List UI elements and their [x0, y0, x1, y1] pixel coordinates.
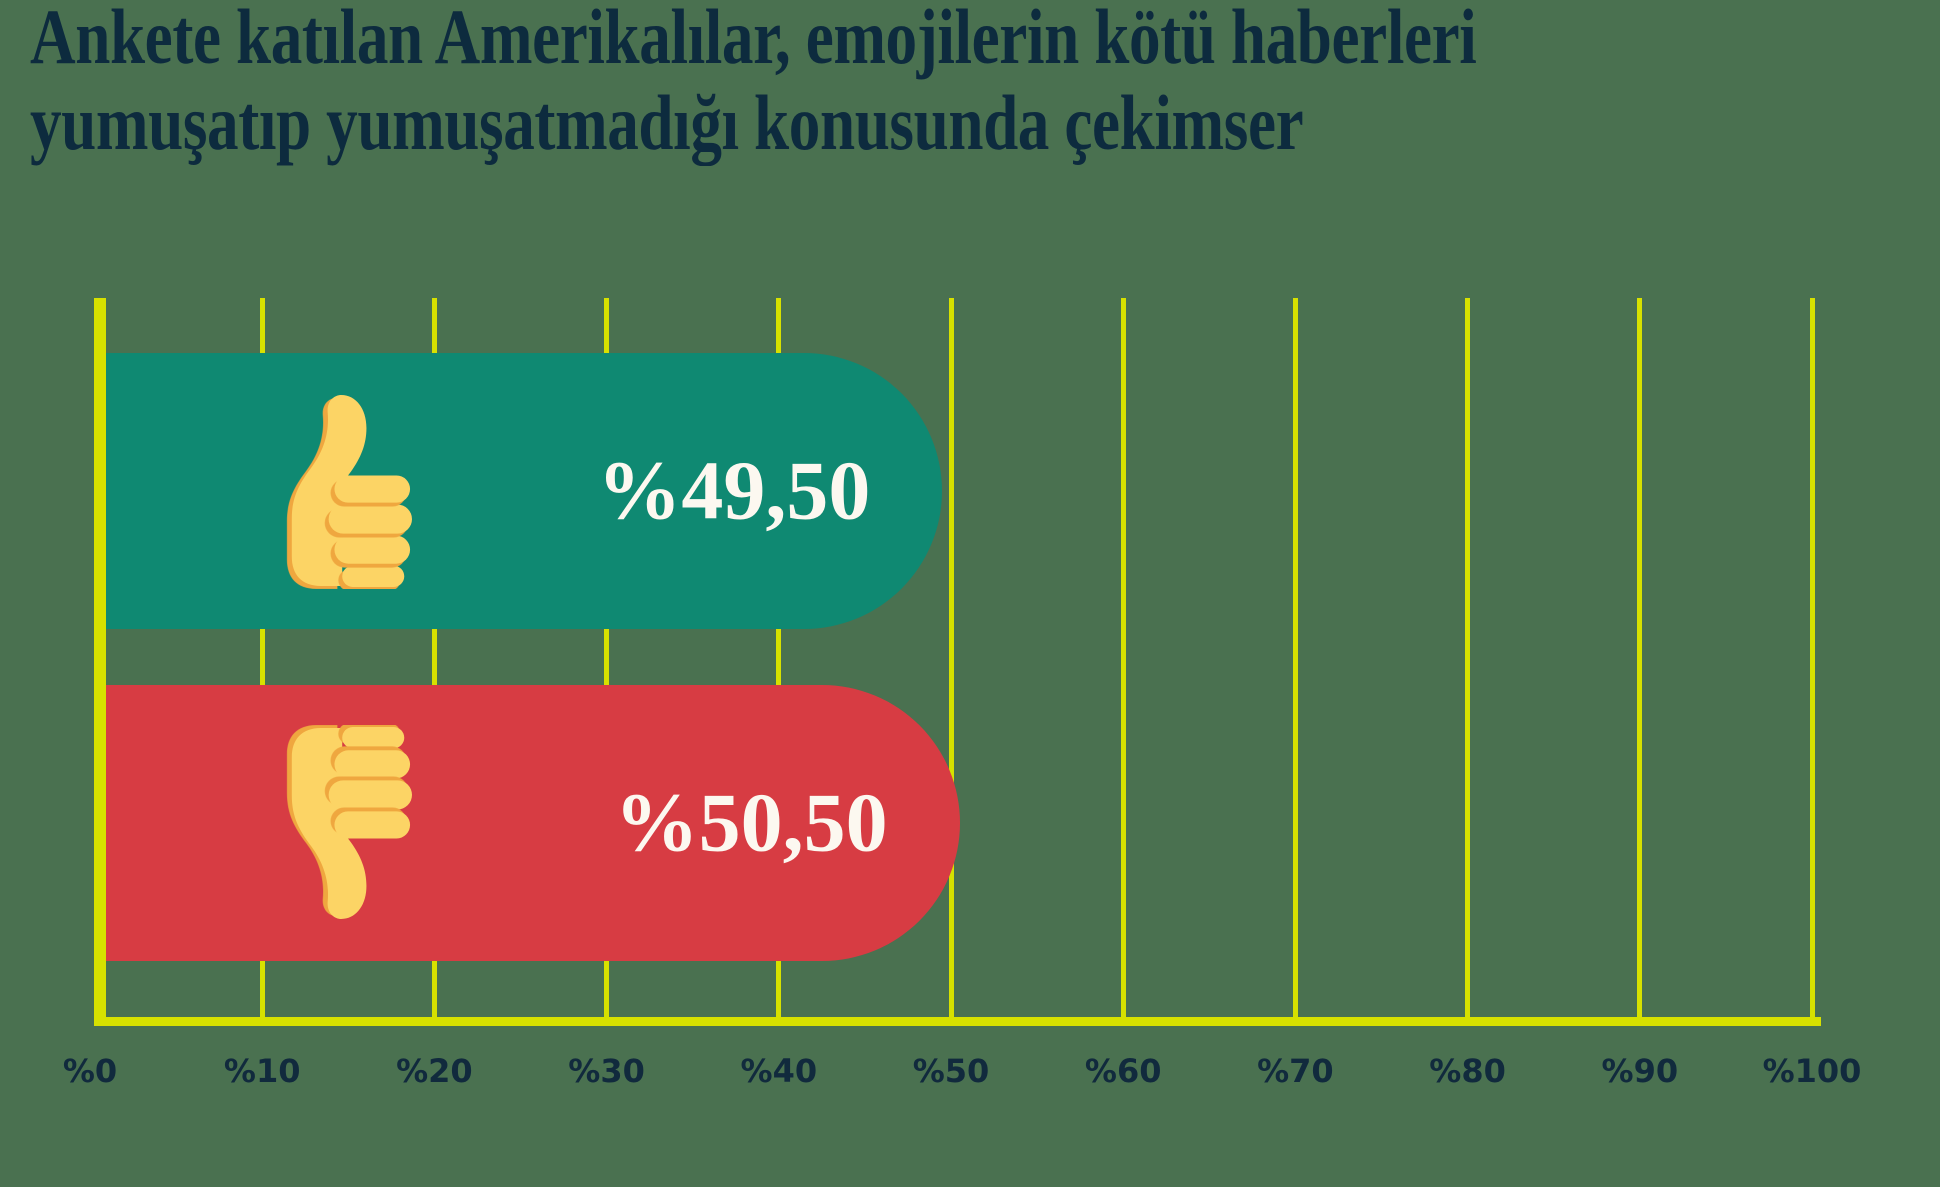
- x-tick-label: %100: [1762, 1052, 1862, 1090]
- x-tick-label: %50: [912, 1052, 990, 1090]
- x-tick-label: %0: [62, 1052, 118, 1090]
- gridline: [1120, 298, 1126, 1017]
- x-tick-label: %70: [1257, 1052, 1334, 1090]
- x-tick-label: %20: [396, 1052, 473, 1090]
- thumbs-up-icon: [286, 393, 412, 589]
- chart-title-line-2: yumuşatıp yumuşatmadığı konusunda çekims…: [30, 79, 1304, 166]
- bar-value-thumbs-down: %50,50: [614, 776, 888, 870]
- x-tick-label: %40: [740, 1052, 818, 1090]
- x-tick-label: %80: [1429, 1052, 1506, 1090]
- gridline: [948, 298, 954, 1017]
- bar-value-thumbs-up: %49,50: [597, 444, 871, 538]
- x-tick-label: %30: [568, 1052, 645, 1090]
- chart-title: Ankete katılan Amerikalılar, emojilerin …: [30, 0, 1477, 166]
- thumbs-down-icon: [286, 725, 412, 921]
- x-tick-label: %10: [223, 1052, 301, 1090]
- chart-title-line-1: Ankete katılan Amerikalılar, emojilerin …: [30, 0, 1477, 80]
- gridline: [259, 298, 265, 1017]
- gridline: [1292, 298, 1298, 1017]
- bar-thumbs-up: %49,50: [106, 353, 943, 629]
- gridline: [776, 298, 782, 1017]
- gridline: [431, 298, 437, 1017]
- gridline: [1637, 298, 1643, 1017]
- gridline: [1465, 298, 1471, 1017]
- bar-thumbs-down: %50,50: [106, 685, 960, 961]
- x-tick-label: %60: [1084, 1052, 1162, 1090]
- x-tick-label: %90: [1601, 1052, 1679, 1090]
- y-axis-line: [94, 298, 106, 1026]
- gridline: [604, 298, 610, 1017]
- gridline: [1809, 298, 1815, 1017]
- x-axis-line: [94, 1017, 1821, 1026]
